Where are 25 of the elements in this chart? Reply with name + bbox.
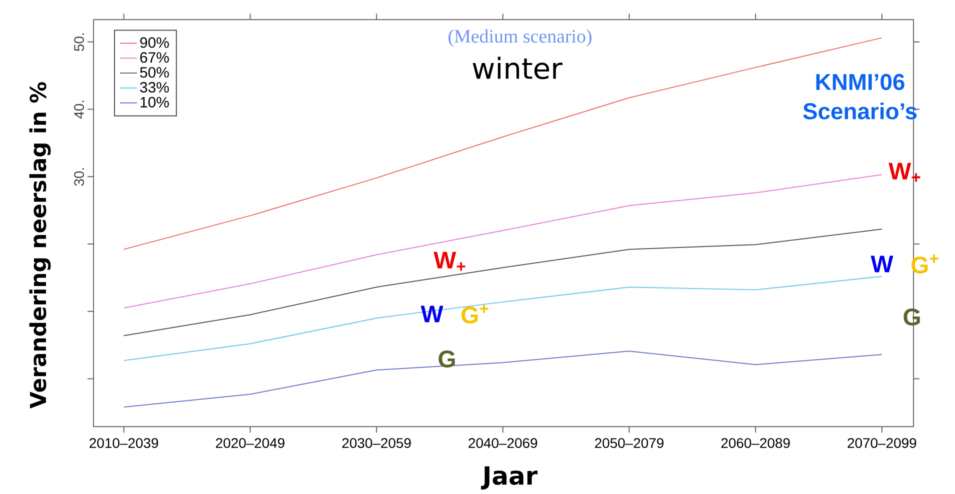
x-tick-label: 2040–2069 — [468, 438, 538, 448]
text: winter — [472, 56, 562, 80]
legend-label: 50% — [140, 67, 169, 78]
annotation: W$_{+}$ — [434, 252, 466, 271]
annotation: G$^{+}$ — [462, 304, 488, 324]
x-tick-label: 2030–2059 — [342, 438, 411, 448]
annotation: G — [438, 350, 455, 368]
x-tick-label: 2060–2089 — [721, 438, 790, 448]
x-tick-label: 2010–2039 — [90, 438, 158, 448]
legend-label: 67% — [140, 52, 169, 63]
x-tick-label: 2020–2049 — [216, 438, 284, 448]
x-tick-label: 2050–2079 — [595, 438, 664, 448]
annotation: W — [870, 256, 894, 272]
legend-label: 90% — [140, 37, 169, 48]
line-series — [123, 350, 882, 408]
y-tick-label: 30. — [74, 168, 84, 186]
chart-subtitle: (Medium scenario) — [448, 29, 592, 47]
y-axis-title: Verandering neerslag in % — [29, 82, 51, 408]
legend-label: 33% — [140, 82, 169, 93]
y-tick-label: 50. — [74, 33, 84, 51]
x-axis-title: Jaar — [481, 466, 538, 490]
y-tick-label: 40. — [74, 100, 84, 119]
annotation: KNMI’06 — [816, 74, 904, 90]
x-tick-label: 2070–2099 — [848, 438, 916, 448]
legend-label: 10% — [140, 96, 169, 108]
